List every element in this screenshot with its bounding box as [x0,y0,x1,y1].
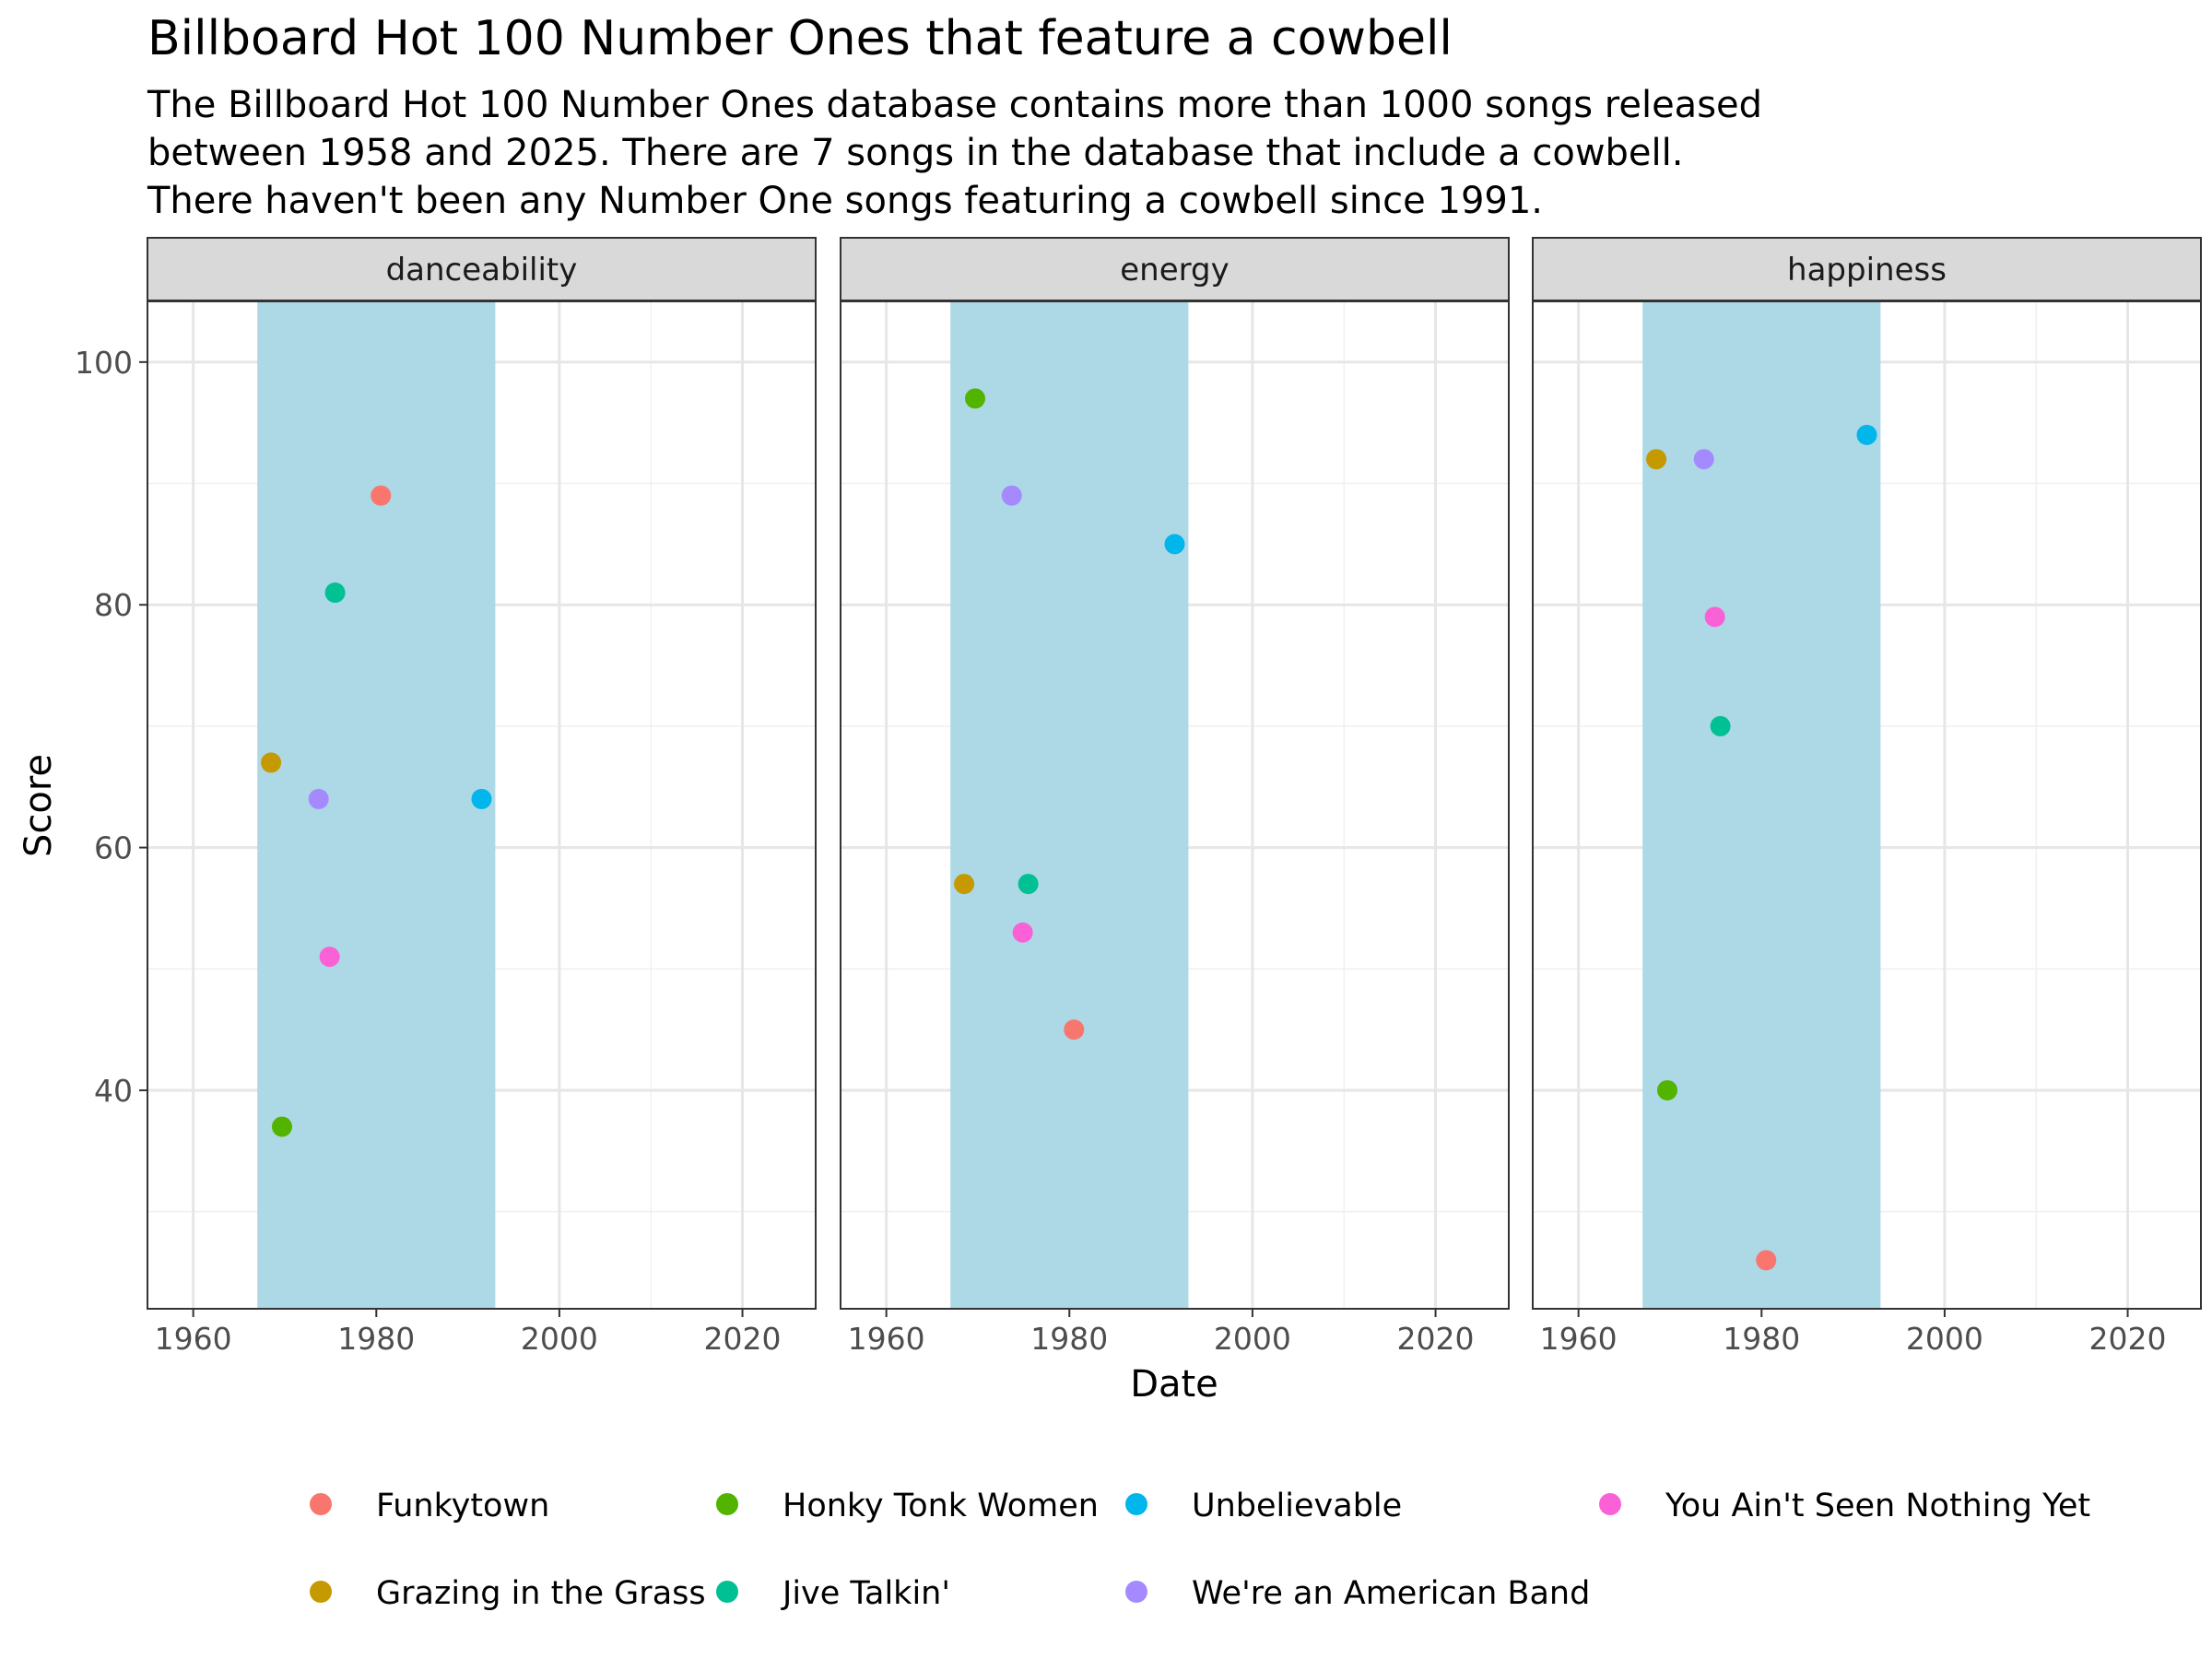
data-point [1064,1019,1085,1041]
highlight-band [950,301,1189,1309]
data-point [1710,715,1731,736]
x-tick-label: 1960 [155,1321,232,1357]
subtitle-line-1: The Billboard Hot 100 Number Ones databa… [147,84,1763,126]
data-point [1646,449,1667,470]
data-point [964,388,985,409]
x-tick-label: 1980 [1723,1321,1800,1357]
x-tick-label: 1980 [1030,1321,1108,1357]
data-point [371,485,392,506]
data-point [1756,1250,1777,1271]
chart-title: Billboard Hot 100 Number Ones that featu… [147,11,1453,66]
legend-key [1599,1493,1621,1515]
x-tick-label: 2020 [704,1321,782,1357]
data-point [1656,1079,1677,1100]
facet-strip-label: happiness [1787,252,1947,288]
facet-strip [1532,237,2202,301]
data-point [308,788,329,809]
data-point [319,947,340,968]
data-point [954,874,975,895]
data-point [261,752,282,773]
legend-key [716,1581,738,1603]
x-axis-title: Date [1130,1363,1218,1406]
legend-label: You Ain't Seen Nothing Yet [1665,1488,2090,1524]
legend-key [1125,1493,1147,1515]
chart-subtitle: The Billboard Hot 100 Number Ones databa… [147,81,1762,225]
legend-label: Unbelievable [1192,1488,1402,1524]
data-point [324,582,346,604]
x-tick-label: 2020 [2089,1321,2167,1357]
facet-strip-label: energy [1120,252,1229,288]
data-point [271,1116,292,1137]
subtitle-line-2: between 1958 and 2025. There are 7 songs… [147,132,1684,174]
highlight-band [1642,301,1881,1309]
data-point [1704,606,1725,628]
y-tick-label: 40 [94,1073,133,1109]
facet-strip [840,237,1510,301]
y-tick-label: 80 [94,587,133,623]
x-tick-label: 2000 [1214,1321,1291,1357]
highlight-band [257,301,496,1309]
data-point [1856,424,1877,445]
legend-label: We're an American Band [1192,1575,1590,1612]
y-tick-label: 100 [75,345,133,381]
legend-key [310,1581,332,1603]
data-point [1693,449,1714,470]
x-tick-label: 2000 [1906,1321,1983,1357]
legend-key [1125,1581,1147,1603]
legend-key [716,1493,738,1515]
data-point [1164,534,1185,555]
x-tick-label: 2020 [1397,1321,1475,1357]
facet-strip [147,237,817,301]
subtitle-line-3: There haven't been any Number One songs … [147,180,1544,222]
data-point [1001,485,1022,506]
x-tick-label: 1980 [337,1321,415,1357]
data-point [1012,922,1033,943]
facet-strip-label: danceability [386,252,578,288]
legend-label: Grazing in the Grass [376,1575,706,1612]
x-tick-label: 2000 [521,1321,598,1357]
legend-label: Jive Talkin' [781,1575,950,1612]
legend-label: Funkytown [376,1488,549,1524]
x-tick-label: 1960 [848,1321,925,1357]
y-axis-title: Score [18,754,60,857]
x-tick-label: 1960 [1540,1321,1618,1357]
legend-label: Honky Tonk Women [782,1488,1099,1524]
y-tick-label: 60 [94,830,133,866]
data-point [1018,874,1039,895]
legend-key [310,1493,332,1515]
data-point [471,788,492,809]
